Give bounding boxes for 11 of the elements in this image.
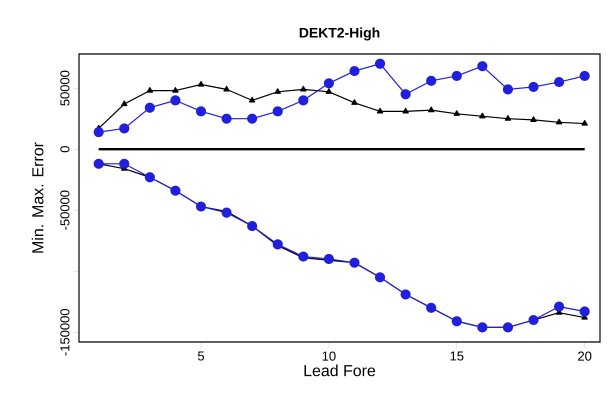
y-axis-title: Min. Max. Error <box>32 142 44 253</box>
y-tick-label: -150000 <box>60 308 70 356</box>
y-tick-label: 0 <box>60 146 70 152</box>
x-tick-label: 15 <box>450 352 464 361</box>
y-tick-label: -50000 <box>60 190 70 230</box>
x-tick-label: 10 <box>322 352 336 361</box>
x-axis-title: Lead Fore <box>304 364 376 376</box>
x-tick-label: 5 <box>198 352 204 361</box>
y-tick-label: 50000 <box>60 70 70 106</box>
x-tick-label: 20 <box>578 352 592 361</box>
chart-title: DEKT2-High <box>300 27 380 40</box>
